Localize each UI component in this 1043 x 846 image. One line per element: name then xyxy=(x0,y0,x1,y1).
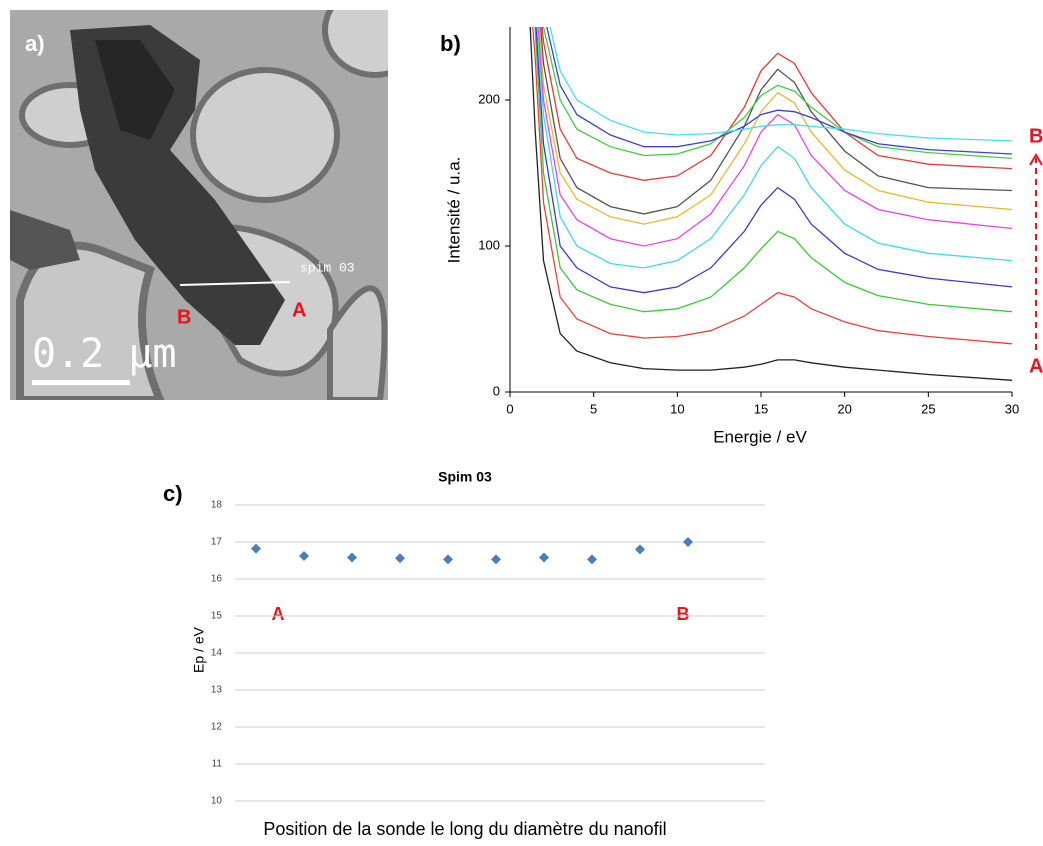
scale-bar-label: 0.2 µm xyxy=(32,331,177,377)
annotation: A xyxy=(272,604,285,624)
point xyxy=(635,544,645,555)
panel-label: c) xyxy=(163,481,183,506)
annotation: B xyxy=(1029,125,1043,147)
point xyxy=(395,553,405,564)
plot-area xyxy=(529,27,1013,381)
x-tick-label: 25 xyxy=(921,401,935,416)
point xyxy=(539,552,549,563)
point-label: A xyxy=(292,299,306,321)
x-tick-label: 0 xyxy=(506,401,513,416)
y-tick-label: 10 xyxy=(211,796,223,807)
y-tick-label: 100 xyxy=(478,237,500,252)
y-tick-label: 13 xyxy=(211,685,223,696)
point xyxy=(683,537,693,547)
y-tick-label: 0 xyxy=(493,383,500,398)
y-tick-label: 16 xyxy=(211,574,223,585)
point xyxy=(299,551,309,562)
point xyxy=(347,552,357,563)
point xyxy=(443,554,453,565)
spectrum-line xyxy=(549,27,1013,142)
y-axis-label: Ep / eV xyxy=(191,626,207,673)
micrograph xyxy=(10,10,388,400)
point xyxy=(587,554,597,565)
x-axis-label: Energie / eV xyxy=(713,427,807,446)
point xyxy=(491,554,501,565)
arrow-head xyxy=(1029,153,1043,166)
spectrum-line xyxy=(532,27,1013,345)
point xyxy=(251,543,261,554)
spectrum-line xyxy=(529,27,1013,381)
x-tick-label: 10 xyxy=(670,401,684,416)
spectrum-line xyxy=(534,27,1013,313)
spectrum-line xyxy=(546,27,1013,155)
spectrum-line xyxy=(536,27,1013,269)
y-tick-label: 18 xyxy=(211,500,223,511)
x-tick-label: 30 xyxy=(1005,401,1019,416)
point-label: B xyxy=(177,306,191,328)
y-tick-label: 14 xyxy=(211,648,223,659)
panel-label: a) xyxy=(25,31,45,56)
annotation: A xyxy=(1029,355,1043,377)
chart-title: Spim 03 xyxy=(438,469,492,485)
y-axis-label: Intensité / u.a. xyxy=(444,157,463,264)
spectrum-line xyxy=(540,27,1013,215)
x-tick-label: 20 xyxy=(837,401,851,416)
x-tick-label: 5 xyxy=(590,401,597,416)
annotation: B xyxy=(677,604,690,624)
y-tick-label: 17 xyxy=(211,537,223,548)
y-tick-label: 200 xyxy=(478,91,500,106)
probe-label: spim 03 xyxy=(300,260,355,275)
x-tick-label: 15 xyxy=(754,401,768,416)
spectrum-line xyxy=(537,27,1013,247)
spectrum-line xyxy=(535,27,1013,294)
x-axis-label: Position de la sonde le long du diamètre… xyxy=(263,819,666,839)
y-tick-label: 15 xyxy=(211,611,223,622)
y-tick-label: 11 xyxy=(212,759,223,770)
spectrum-line xyxy=(538,27,1013,225)
y-tick-label: 12 xyxy=(211,722,223,733)
panel-label: b) xyxy=(440,31,461,56)
